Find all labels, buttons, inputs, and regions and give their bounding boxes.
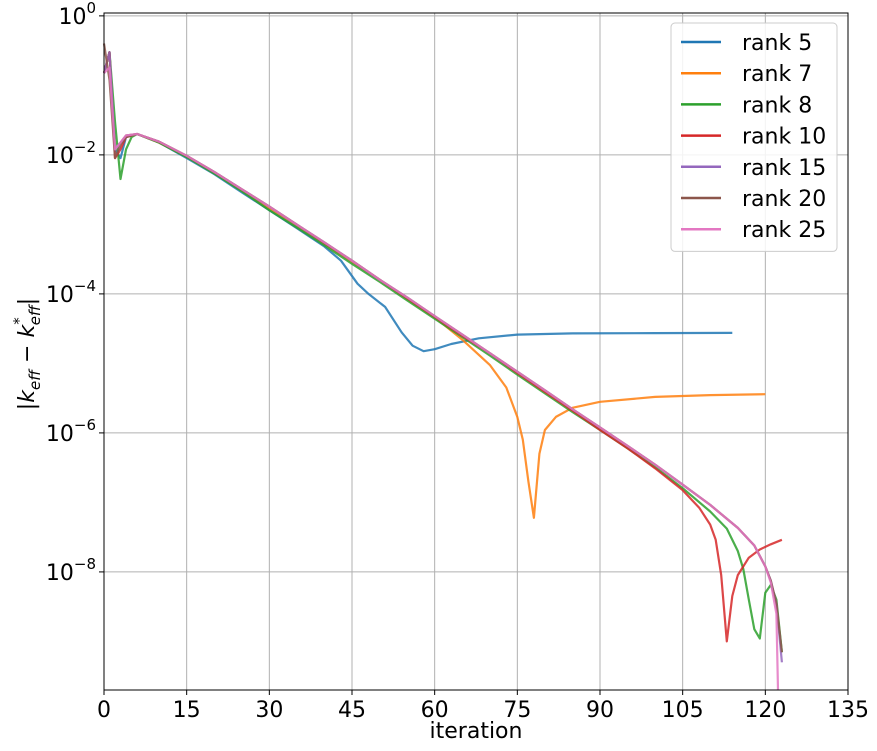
legend-label: rank 10 bbox=[742, 125, 826, 150]
legend-label: rank 20 bbox=[742, 187, 826, 212]
x-tick-label: 105 bbox=[662, 698, 704, 723]
y-tick-label: 10−2 bbox=[46, 138, 96, 169]
legend-label: rank 25 bbox=[742, 218, 826, 243]
legend-label: rank 7 bbox=[742, 62, 812, 87]
x-axis-label: iteration bbox=[430, 719, 523, 744]
y-axis-ticks: 100 10−2 10−4 10−6 10−8 bbox=[46, 0, 104, 586]
y-tick-label: 10−4 bbox=[46, 277, 96, 308]
x-tick-label: 45 bbox=[338, 698, 366, 723]
y-tick-label: 10−6 bbox=[46, 416, 96, 447]
legend-label: rank 15 bbox=[742, 156, 826, 181]
series-line-rank-25 bbox=[103, 66, 780, 691]
legend-box bbox=[670, 22, 838, 252]
legend-label: rank 8 bbox=[742, 93, 812, 118]
x-tick-label: 90 bbox=[586, 698, 614, 723]
x-axis-ticks: 0 15 30 45 60 75 90 105 120 135 bbox=[97, 690, 869, 723]
x-tick-label: 15 bbox=[173, 698, 201, 723]
x-tick-label: 120 bbox=[744, 698, 786, 723]
x-tick-label: 135 bbox=[827, 698, 869, 723]
x-tick-label: 30 bbox=[255, 698, 283, 723]
series-lines bbox=[102, 43, 783, 691]
y-tick-label: 10−8 bbox=[46, 555, 96, 586]
x-tick-label: 75 bbox=[503, 698, 531, 723]
y-tick-label: 100 bbox=[58, 0, 96, 30]
legend-label: rank 5 bbox=[742, 31, 812, 56]
y-axis-label: |keff − k*eff| bbox=[10, 298, 44, 410]
legend: rank 5 rank 7 rank 8 rank 10 rank 15 rank 20 r… bbox=[670, 22, 838, 252]
x-tick-label: 60 bbox=[421, 698, 449, 723]
plot-frame bbox=[103, 12, 849, 691]
x-tick-label: 0 bbox=[97, 698, 111, 723]
